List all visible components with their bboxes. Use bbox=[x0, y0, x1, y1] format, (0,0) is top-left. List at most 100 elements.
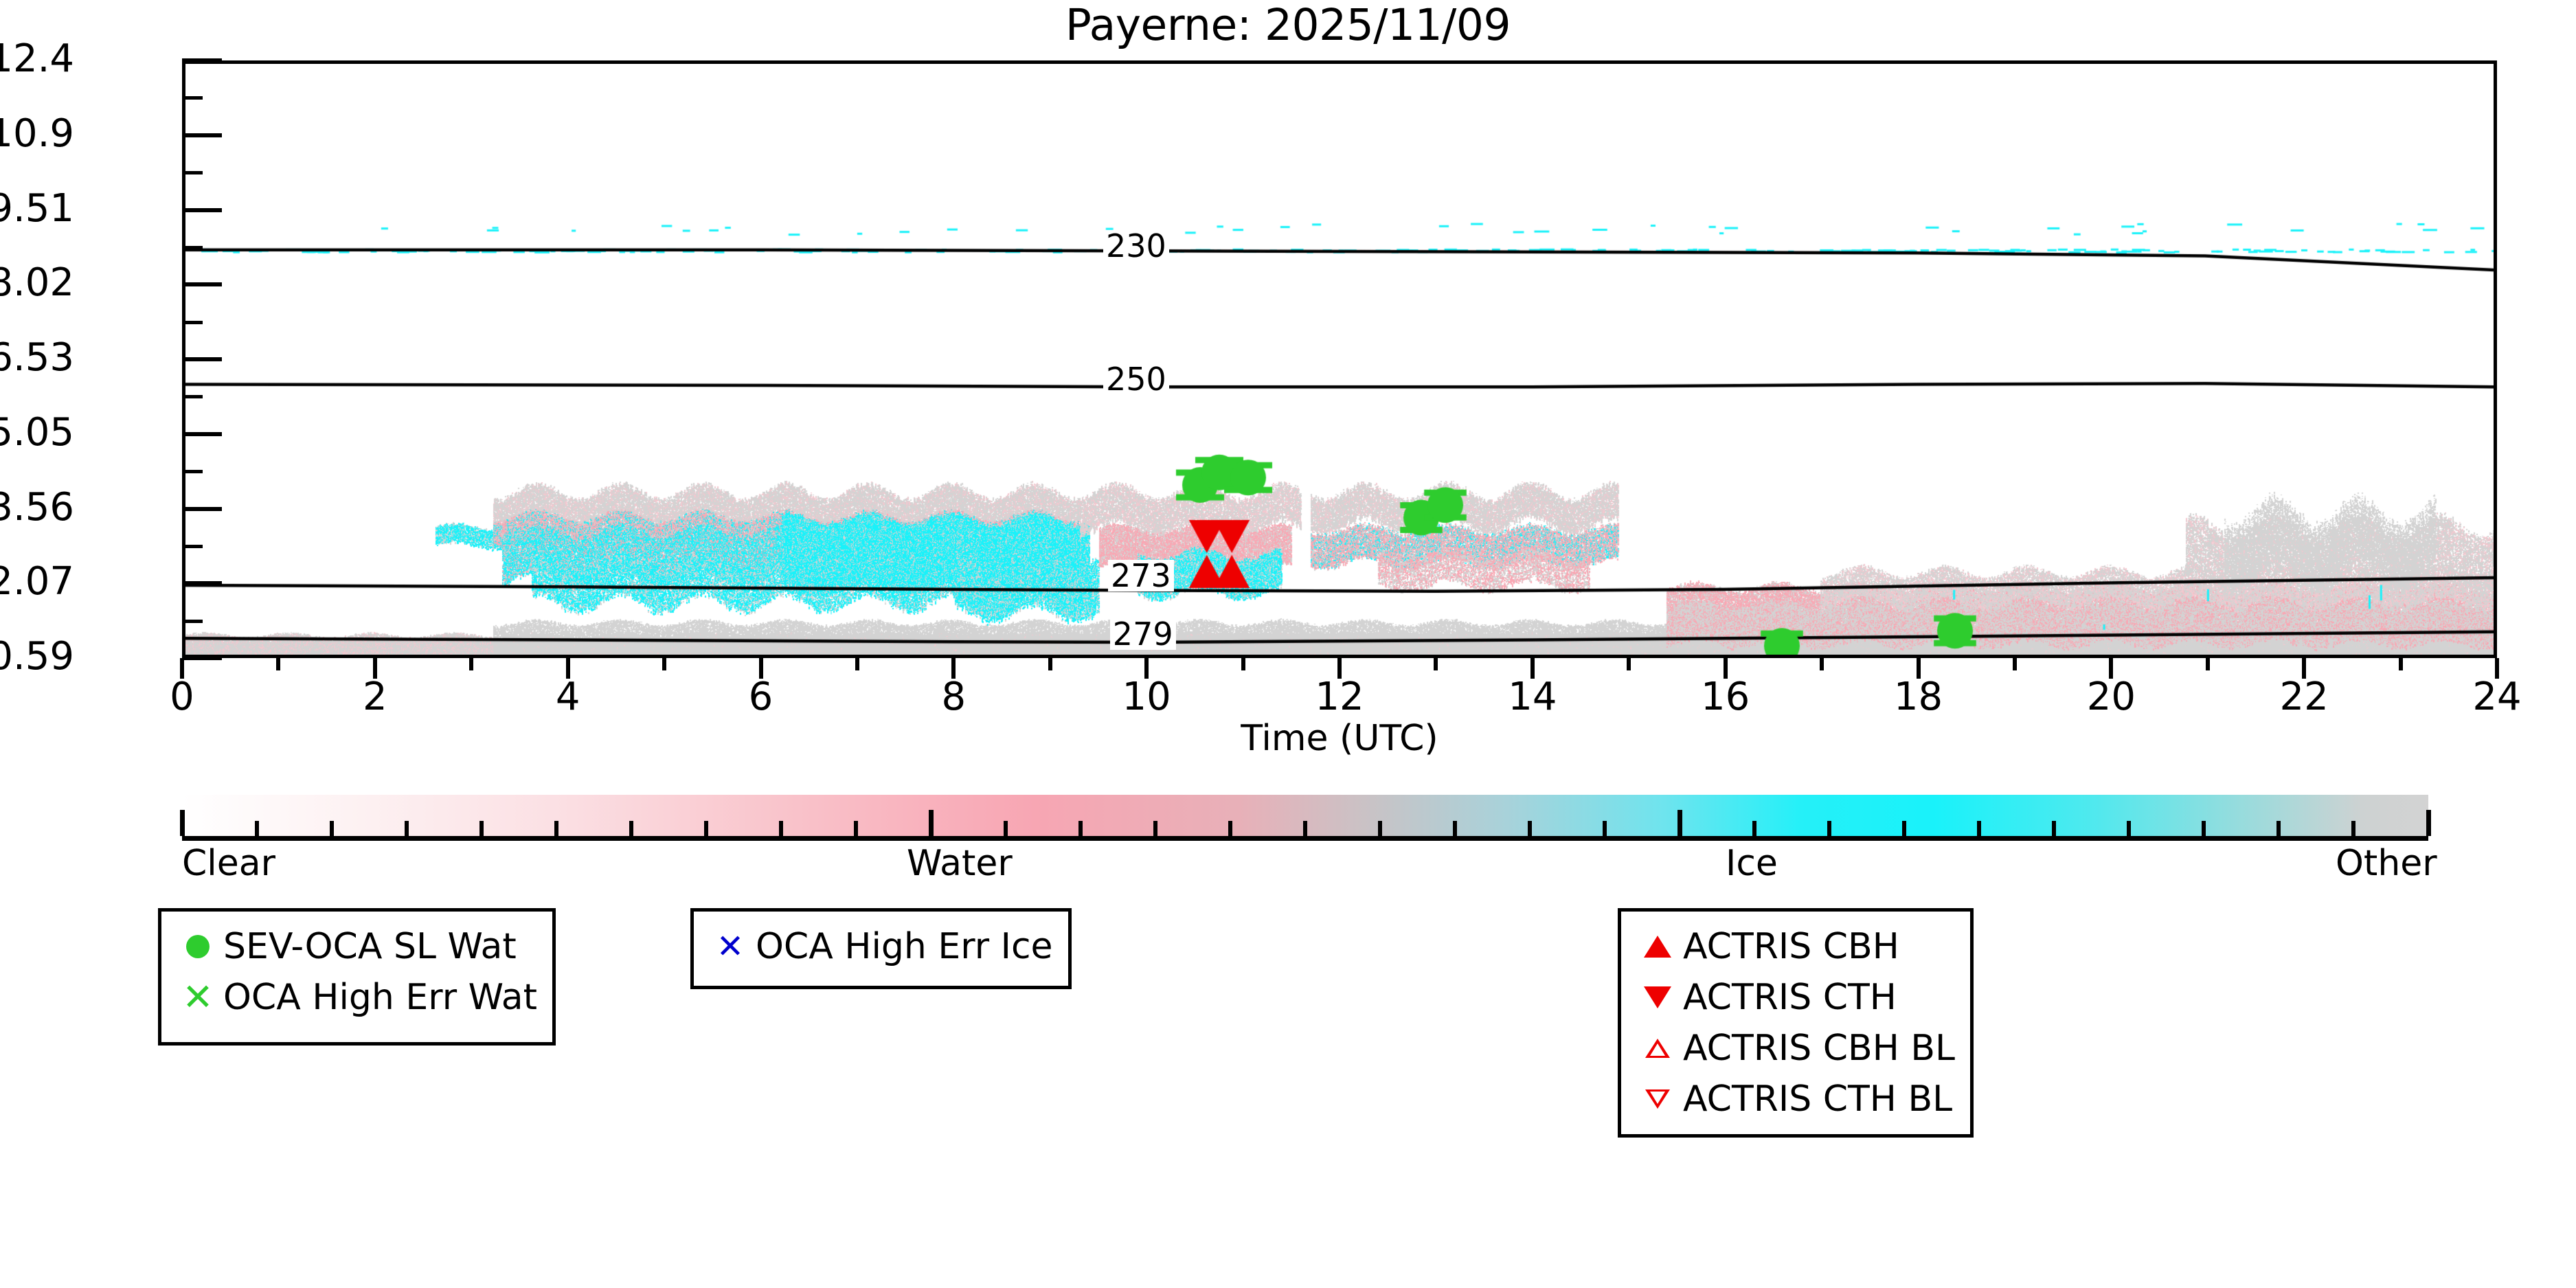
y-tick-mark bbox=[182, 656, 222, 660]
x-tick-label: 24 bbox=[2472, 675, 2522, 719]
y-tick-mark bbox=[182, 357, 222, 361]
x-tick-mark bbox=[1530, 658, 1535, 679]
y-tick-label: 5.05 bbox=[0, 409, 74, 455]
isotherm-label-273: 273 bbox=[1108, 560, 1174, 592]
x-tick-mark bbox=[2495, 658, 2499, 679]
colorbar-tick bbox=[779, 821, 783, 836]
page-title: Payerne: 2025/11/09 bbox=[1065, 0, 1511, 50]
legend-item[interactable]: ✕ OCA High Err Wat bbox=[177, 972, 537, 1023]
x-tick-mark bbox=[2302, 658, 2307, 679]
colorbar-tick bbox=[1004, 821, 1008, 836]
legend-water-products: SEV-OCA SL Wat ✕ OCA High Err Wat bbox=[158, 908, 556, 1046]
y-tick-label: 2.07 bbox=[0, 559, 74, 605]
colorbar-tick bbox=[405, 821, 409, 836]
colorbar-tick bbox=[704, 821, 708, 836]
colorbar-label-ice: Ice bbox=[1726, 843, 1778, 884]
x-tick-mark bbox=[1723, 658, 1728, 679]
y-tick-minor bbox=[182, 544, 203, 548]
colorbar-tick bbox=[330, 821, 334, 836]
colorbar-tick bbox=[1228, 821, 1232, 836]
x-tick-mark bbox=[180, 658, 184, 679]
legend-item-label: SEV-OCA SL Wat bbox=[223, 926, 517, 967]
colorbar-tick bbox=[2052, 821, 2056, 836]
legend-item[interactable]: SEV-OCA SL Wat bbox=[177, 921, 537, 972]
y-tick-minor bbox=[182, 171, 203, 175]
x-tick-label: 12 bbox=[1315, 675, 1364, 719]
y-tick-mark bbox=[182, 282, 222, 287]
x-tick-mark bbox=[951, 658, 956, 679]
plot-area bbox=[182, 60, 2497, 658]
colorbar-tick bbox=[479, 821, 484, 836]
open-triangle-up-icon bbox=[1636, 1039, 1679, 1058]
colorbar-axis-line bbox=[182, 836, 2428, 841]
colorbar-tick bbox=[2351, 821, 2355, 836]
y-tick-mark bbox=[182, 431, 222, 436]
colorbar-tick bbox=[255, 821, 259, 836]
colorbar-tick bbox=[1453, 821, 1457, 836]
x-tick-label: 4 bbox=[555, 675, 580, 719]
legend-item[interactable]: ✕ OCA High Err Ice bbox=[709, 921, 1053, 972]
colorbar-tick bbox=[1153, 821, 1157, 836]
colorbar-tick bbox=[1827, 821, 1831, 836]
y-tick-label: 12.4 bbox=[0, 36, 74, 81]
colorbar-tick bbox=[1603, 821, 1607, 836]
legend-item[interactable]: ACTRIS CTH BL bbox=[1636, 1074, 1955, 1125]
y-tick-label: 6.53 bbox=[0, 335, 74, 380]
x-tick-label: 6 bbox=[748, 675, 773, 719]
filled-triangle-down-icon bbox=[1636, 986, 1679, 1008]
colorbar-tick bbox=[2127, 821, 2131, 836]
x-tick-label: 22 bbox=[2279, 675, 2329, 719]
x-tick-mark bbox=[2109, 658, 2114, 679]
y-tick-minor bbox=[182, 320, 203, 324]
x-tick-mark bbox=[1048, 658, 1052, 670]
x-tick-mark bbox=[662, 658, 667, 670]
y-tick-minor bbox=[182, 96, 203, 100]
colorbar-label-water: Water bbox=[907, 843, 1013, 884]
colorbar-tick bbox=[2426, 810, 2431, 836]
legend-actris: ACTRIS CBH ACTRIS CTH ACTRIS CBH BL ACTR… bbox=[1618, 908, 1974, 1138]
cross-blue-icon: ✕ bbox=[716, 927, 745, 966]
x-tick-mark bbox=[1820, 658, 1824, 670]
x-tick-mark bbox=[2012, 658, 2017, 670]
y-tick-minor bbox=[182, 245, 203, 249]
cross-green-icon: ✕ bbox=[182, 975, 214, 1019]
legend-item-label: OCA High Err Ice bbox=[756, 926, 1053, 967]
x-tick-mark bbox=[758, 658, 763, 679]
y-tick-label: 9.51 bbox=[0, 185, 74, 231]
legend-item-label: ACTRIS CBH BL bbox=[1683, 1028, 1955, 1069]
x-tick-label: 18 bbox=[1893, 675, 1943, 719]
isotherm-label-279: 279 bbox=[1109, 618, 1176, 651]
legend-item[interactable]: ACTRIS CTH bbox=[1636, 972, 1955, 1023]
legend-item-label: ACTRIS CBH bbox=[1683, 926, 1899, 967]
colorbar-tick bbox=[1378, 821, 1382, 836]
x-tick-mark bbox=[1916, 658, 1921, 679]
legend-item-label: ACTRIS CTH bbox=[1683, 977, 1897, 1018]
colorbar-tick bbox=[2202, 821, 2206, 836]
y-tick-label: 3.56 bbox=[0, 484, 74, 530]
legend-item-label: ACTRIS CTH BL bbox=[1683, 1078, 1953, 1120]
colorbar-tick bbox=[1528, 821, 1532, 836]
isotherm-label-250: 250 bbox=[1103, 363, 1169, 395]
classification-heatmap bbox=[185, 64, 2494, 655]
x-axis-label: Time (UTC) bbox=[1241, 718, 1438, 759]
x-tick-mark bbox=[2205, 658, 2210, 670]
x-tick-mark bbox=[565, 658, 570, 679]
colorbar-tick bbox=[180, 810, 185, 836]
colorbar-tick bbox=[1902, 821, 1906, 836]
x-tick-label: 20 bbox=[2086, 675, 2136, 719]
x-tick-mark bbox=[1434, 658, 1438, 670]
colorbar-tick bbox=[1303, 821, 1307, 836]
colorbar-tick bbox=[1078, 821, 1083, 836]
open-triangle-down-icon bbox=[1636, 1089, 1679, 1109]
y-tick-minor bbox=[182, 470, 203, 474]
x-tick-label: 8 bbox=[941, 675, 967, 719]
y-tick-mark bbox=[182, 506, 222, 511]
legend-item[interactable]: ACTRIS CBH BL bbox=[1636, 1023, 1955, 1074]
legend-item[interactable]: ACTRIS CBH bbox=[1636, 921, 1955, 972]
colorbar-label-clear: Clear bbox=[182, 843, 275, 884]
x-tick-label: 2 bbox=[363, 675, 387, 719]
colorbar-tick bbox=[1977, 821, 1981, 836]
x-tick-label: 10 bbox=[1122, 675, 1171, 719]
x-tick-mark bbox=[855, 658, 859, 670]
x-tick-mark bbox=[2398, 658, 2403, 670]
